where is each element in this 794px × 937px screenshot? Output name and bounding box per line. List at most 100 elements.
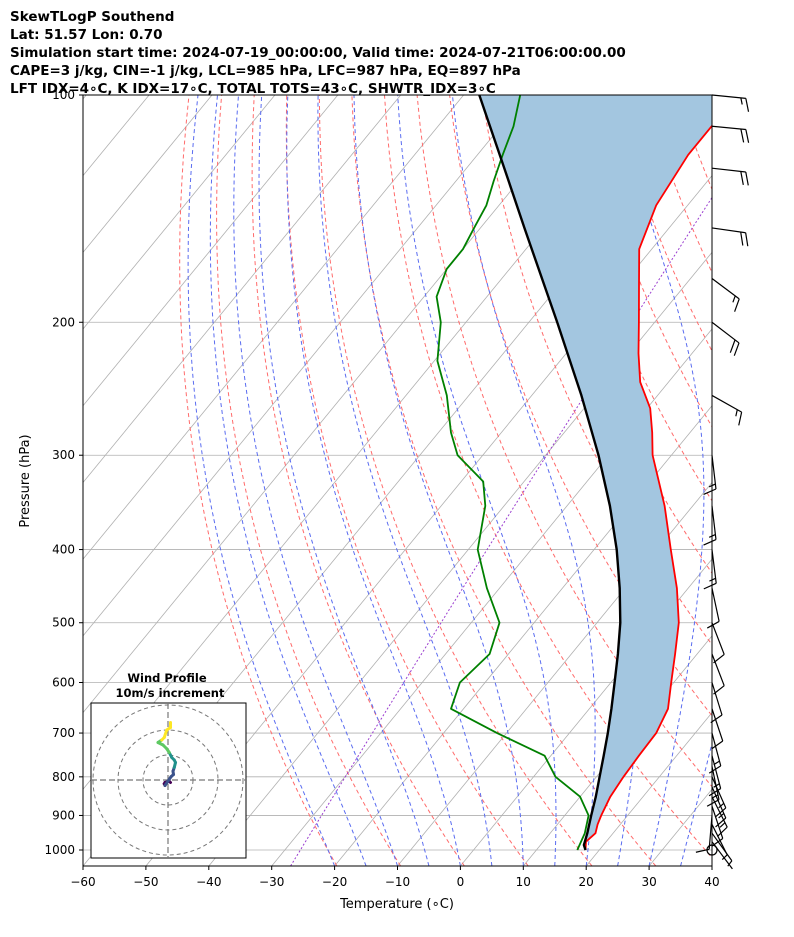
wind-barb-feather [710,714,723,724]
x-tick-label: −30 [259,875,284,889]
wind-barb-half-feather [713,760,720,766]
wind-barb-feather [715,807,727,818]
x-axis-label: Temperature (∘C) [339,897,454,912]
wind-barb [711,832,733,867]
wind-barb [708,732,722,774]
cape-region [479,95,712,850]
isotherm-line [83,95,339,407]
wind-barb [703,505,717,546]
wind-barb-feather [740,171,744,185]
wind-barb-shaft [711,505,717,540]
wind-barb-shaft [711,455,717,490]
wind-barb [708,755,722,797]
x-tick-label: 0 [457,875,465,889]
wind-barb [711,776,727,818]
wind-barb-feather [711,740,724,750]
wind-barb [711,394,743,426]
isotherm-line [83,95,527,637]
wind-barb-half-feather [711,794,719,799]
wind-barb-feather [745,171,749,186]
dry-adiabat-line [709,95,712,102]
isotherm-line [83,95,402,484]
wind-barb-feather [745,232,749,247]
hodograph-segment [163,775,173,787]
hodograph-title: Wind Profile [127,671,207,685]
wind-barb-feather [740,231,744,246]
wind-barb-shaft [711,125,746,131]
dry-adiabat-line [775,95,794,866]
wind-barb [711,321,740,356]
isotherm-line [83,95,276,330]
wind-barb-half-feather [718,802,725,809]
isotherm-line [711,865,712,866]
dry-adiabat-line [285,95,529,866]
wind-barb-shaft [711,824,728,856]
wind-barbs [695,94,750,870]
wind-barb-feather [740,128,745,143]
moist-adiabat-line [614,95,705,866]
y-tick-label: 200 [52,315,75,329]
wind-barb-shaft [711,682,723,716]
dry-adiabat-line [216,95,402,866]
wind-barb-feather [708,788,721,797]
isotherm-line [585,711,712,866]
wind-barb-feather [729,339,736,353]
isotherm-line [208,251,712,866]
moist-adiabat-line [711,864,712,866]
dry-adiabat-line [677,95,712,191]
dry-adiabat-line [481,95,712,646]
wind-barb-shaft [711,167,746,173]
wind-barb-feather [745,98,750,112]
y-axis-label: Pressure (hPa) [18,434,33,527]
wind-barb-shaft [711,549,717,584]
x-tick-label: 40 [704,875,719,889]
wind-barb-feather [715,817,727,828]
times-line: Simulation start time: 2024-07-19_00:00:… [10,45,626,61]
wind-barb-shaft [711,227,746,234]
wind-barb-feather [708,765,722,774]
moist-adiabat-line [286,95,461,866]
wind-barb-feather [713,653,725,664]
y-tick-label: 800 [52,770,75,784]
wind-barb-half-feather [735,409,738,417]
wind-barb [703,549,717,590]
wind-barb-shaft [711,766,720,800]
y-tick-label: 600 [52,676,75,690]
dry-adiabat-line [318,95,593,866]
moist-adiabat-line [680,741,712,866]
wind-barb-feather [738,411,743,426]
location-line: Lat: 51.57 Lon: 0.70 [10,27,163,43]
wind-barb-half-feather [713,783,720,788]
isotherm-line [775,95,794,866]
chart-header: SkewTLogP Southend Lat: 51.57 Lon: 0.70 … [10,8,626,98]
isotherm-line [145,175,712,866]
dry-adiabat-line [251,95,465,866]
wind-barb [703,455,717,496]
wind-barb-shaft [711,832,733,862]
wind-barb [706,588,720,629]
wind-barb-feather [703,582,717,590]
wind-barb [711,278,740,312]
y-tick-label: 400 [52,543,75,557]
dry-adiabat-line [743,95,794,866]
dry-adiabat-line [449,95,712,717]
wind-barb-feather [716,826,728,837]
y-tick-label: 100 [52,88,75,102]
x-tick-label: −60 [70,875,95,889]
isotherm-line [83,95,464,560]
moist-adiabat-line [397,95,557,866]
moist-adiabat-line [187,95,336,866]
wind-barb-shaft [711,622,725,655]
wind-barb-half-feather [732,295,736,303]
wind-barb-shaft [711,732,722,767]
parcel-line [478,95,622,851]
wind-barb-half-feather [718,812,725,819]
wind-barb-half-feather [740,97,743,105]
y-tick-label: 700 [52,726,75,740]
wind-barb [711,125,750,143]
wind-barb-half-feather [721,854,728,860]
wind-barb-feather [713,685,725,695]
moist-adiabat-line [317,95,493,866]
temperature-line [584,124,712,851]
wind-barb-feather [733,342,740,356]
